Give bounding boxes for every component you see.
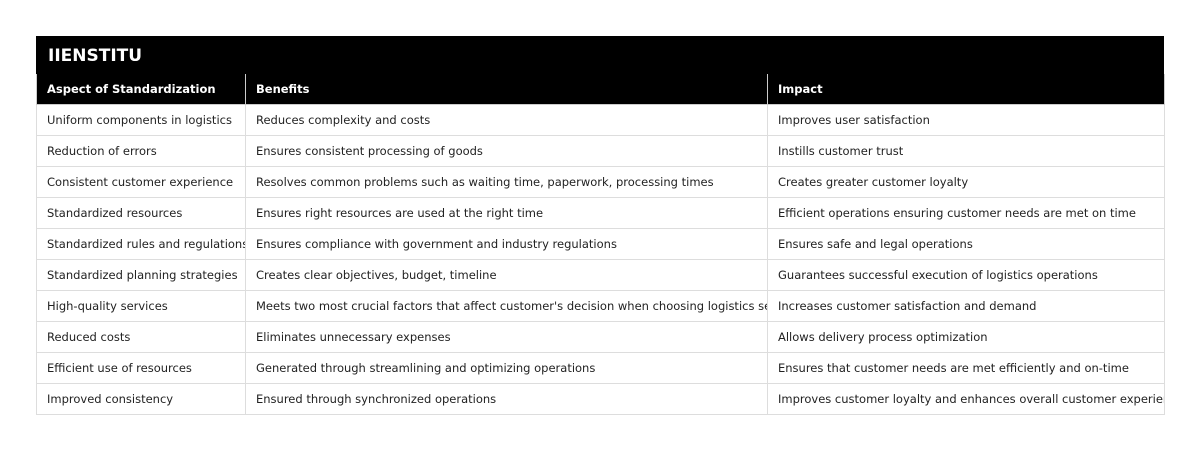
table-cell: Creates clear objectives, budget, timeli… <box>245 259 768 291</box>
table-cell: Ensures consistent processing of goods <box>245 135 768 167</box>
table-cell: Instills customer trust <box>767 135 1165 167</box>
table-row: Reduced costs Eliminates unnecessary expe… <box>36 321 1165 353</box>
table-cell: Ensures right resources are used at the … <box>245 197 768 229</box>
table-cell: Ensures safe and legal operations <box>767 228 1165 260</box>
table-cell: Improves user satisfaction <box>767 104 1165 136</box>
table-body: Uniform components in logistics Reduces c… <box>36 104 1165 415</box>
column-header: Impact <box>767 74 1165 105</box>
table-cell: Consistent customer experience <box>36 166 246 198</box>
table-row: Improved consistency Ensured through sync… <box>36 383 1165 415</box>
table-cell: Increases customer satisfaction and dema… <box>767 290 1165 322</box>
table-cell: Eliminates unnecessary expenses <box>245 321 768 353</box>
table-row: Standardized resources Ensures right reso… <box>36 197 1165 229</box>
table-row: High-quality services Meets two most cruc… <box>36 290 1165 322</box>
table-cell: Uniform components in logistics <box>36 104 246 136</box>
table-row: Standardized rules and regulations Ensure… <box>36 228 1165 260</box>
table-cell: Resolves common problems such as waiting… <box>245 166 768 198</box>
table-cell: Reduces complexity and costs <box>245 104 768 136</box>
table-cell: Meets two most crucial factors that affe… <box>245 290 768 322</box>
table-cell: Ensured through synchronized operations <box>245 383 768 415</box>
table-cell: High-quality services <box>36 290 246 322</box>
table-row: Uniform components in logistics Reduces c… <box>36 104 1165 136</box>
table-row: Standardized planning strategies Creates … <box>36 259 1165 291</box>
table-cell: Efficient operations ensuring customer n… <box>767 197 1165 229</box>
table-cell: Standardized planning strategies <box>36 259 246 291</box>
table-cell: Reduced costs <box>36 321 246 353</box>
table-row: Consistent customer experience Resolves c… <box>36 166 1165 198</box>
table-cell: Guarantees successful execution of logis… <box>767 259 1165 291</box>
table-cell: Reduction of errors <box>36 135 246 167</box>
table-container: IIENSTITU Aspect of Standardization Benef… <box>36 36 1165 415</box>
table-cell: Improves customer loyalty and enhances o… <box>767 383 1165 415</box>
table-cell: Ensures that customer needs are met effi… <box>767 352 1165 384</box>
column-header: Benefits <box>245 74 768 105</box>
table-title: IIENSTITU <box>36 36 1164 74</box>
table-cell: Standardized resources <box>36 197 246 229</box>
table-cell: Standardized rules and regulations <box>36 228 246 260</box>
table-cell: Generated through streamlining and optim… <box>245 352 768 384</box>
table-row: Reduction of errors Ensures consistent pr… <box>36 135 1165 167</box>
table: Aspect of Standardization Benefits Impact … <box>36 74 1165 415</box>
header-row: Aspect of Standardization Benefits Impact <box>36 74 1165 105</box>
table-cell: Creates greater customer loyalty <box>767 166 1165 198</box>
table-cell: Allows delivery process optimization <box>767 321 1165 353</box>
table-cell: Efficient use of resources <box>36 352 246 384</box>
table-row: Efficient use of resources Generated thro… <box>36 352 1165 384</box>
table-cell: Improved consistency <box>36 383 246 415</box>
column-header: Aspect of Standardization <box>36 74 246 105</box>
table-cell: Ensures compliance with government and i… <box>245 228 768 260</box>
